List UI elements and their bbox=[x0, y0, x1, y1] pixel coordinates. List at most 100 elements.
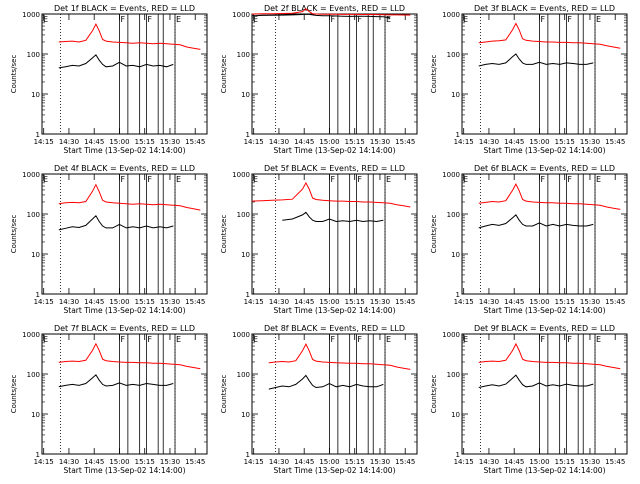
lld-series-line bbox=[58, 183, 201, 211]
y-axis-label: Counts/sec bbox=[10, 55, 18, 94]
marker-label: F bbox=[357, 335, 362, 344]
marker-label: E bbox=[176, 335, 181, 344]
x-tick-label: 15:45 bbox=[395, 458, 415, 466]
x-tick-label: 15:00 bbox=[319, 458, 339, 466]
events-series-line bbox=[478, 374, 594, 388]
events-series-line bbox=[58, 54, 174, 69]
x-tick-label: 14:30 bbox=[59, 458, 79, 466]
y-axis-label: Counts/sec bbox=[430, 215, 438, 254]
marker-label: F bbox=[120, 175, 125, 184]
x-tick-label: 14:15 bbox=[244, 298, 264, 306]
x-axis-label: Start Time (13-Sep-02 14:14:00) bbox=[274, 466, 396, 475]
x-tick-label: 15:00 bbox=[319, 298, 339, 306]
y-tick-label: 1 bbox=[246, 131, 250, 139]
x-tick-label: 14:30 bbox=[479, 298, 499, 306]
y-tick-label: 1000 bbox=[232, 331, 250, 339]
marker-label: E bbox=[386, 335, 391, 344]
x-axis-label: Start Time (13-Sep-02 14:14:00) bbox=[274, 306, 396, 315]
y-axis-label: Counts/sec bbox=[10, 215, 18, 254]
panel-8: Det 8f BLACK = Events, RED = LLD 1 10 100 10… bbox=[220, 324, 418, 475]
y-tick-label: 10 bbox=[241, 251, 250, 259]
y-tick-label: 1 bbox=[456, 131, 460, 139]
x-tick-label: 15:00 bbox=[109, 138, 129, 146]
plot-frame bbox=[41, 13, 208, 135]
marker-label: E bbox=[463, 335, 468, 344]
x-tick-label: 14:45 bbox=[84, 458, 104, 466]
x-tick-label: 15:30 bbox=[370, 138, 390, 146]
x-tick-label: 15:30 bbox=[370, 298, 390, 306]
panel-title: Det 1f BLACK = Events, RED = LLD bbox=[54, 4, 195, 13]
x-tick-label: 15:30 bbox=[160, 138, 180, 146]
marker-label: F bbox=[330, 175, 335, 184]
marker-label: F bbox=[120, 15, 125, 24]
panel-1: Det 1f BLACK = Events, RED = LLD 1 10 100 10… bbox=[10, 4, 208, 155]
x-tick-label: 15:30 bbox=[580, 458, 600, 466]
x-tick-label: 14:15 bbox=[244, 138, 264, 146]
events-series-line bbox=[478, 53, 594, 67]
marker-label: F bbox=[567, 175, 572, 184]
x-tick-label: 14:30 bbox=[269, 458, 289, 466]
lld-series-line bbox=[251, 181, 411, 208]
events-series-line bbox=[478, 214, 594, 229]
x-tick-label: 15:45 bbox=[395, 298, 415, 306]
marker-label: F bbox=[540, 335, 545, 344]
plot-frame bbox=[461, 333, 628, 455]
y-tick-label: 1000 bbox=[22, 11, 40, 19]
plot-frame bbox=[461, 173, 628, 295]
marker-label: F bbox=[567, 335, 572, 344]
marker-label: F bbox=[540, 15, 545, 24]
y-tick-label: 1000 bbox=[442, 331, 460, 339]
panel-title: Det 3f BLACK = Events, RED = LLD bbox=[474, 4, 615, 13]
y-tick-label: 100 bbox=[237, 51, 250, 59]
x-tick-label: 14:30 bbox=[59, 298, 79, 306]
x-tick-label: 14:30 bbox=[479, 458, 499, 466]
panel-title: Det 8f BLACK = Events, RED = LLD bbox=[264, 324, 405, 333]
y-tick-label: 1 bbox=[36, 451, 40, 459]
panel-title: Det 4f BLACK = Events, RED = LLD bbox=[54, 164, 195, 173]
y-tick-label: 10 bbox=[31, 411, 40, 419]
x-tick-label: 15:45 bbox=[185, 298, 205, 306]
marker-label: F bbox=[540, 175, 545, 184]
marker-label: E bbox=[176, 15, 181, 24]
y-tick-label: 100 bbox=[27, 211, 40, 219]
x-axis-label: Start Time (13-Sep-02 14:14:00) bbox=[274, 146, 396, 155]
marker-label: E bbox=[596, 175, 601, 184]
y-tick-label: 1000 bbox=[442, 11, 460, 19]
y-axis-label: Counts/sec bbox=[10, 375, 18, 414]
events-series-line bbox=[251, 13, 391, 19]
x-tick-label: 15:30 bbox=[580, 138, 600, 146]
x-tick-label: 15:15 bbox=[345, 458, 365, 466]
y-tick-label: 10 bbox=[451, 411, 460, 419]
x-tick-label: 14:45 bbox=[504, 458, 524, 466]
marker-label: E bbox=[253, 175, 258, 184]
y-tick-label: 10 bbox=[31, 251, 40, 259]
y-tick-label: 1 bbox=[36, 131, 40, 139]
x-tick-label: 14:45 bbox=[294, 458, 314, 466]
x-tick-label: 15:15 bbox=[345, 298, 365, 306]
y-tick-label: 1 bbox=[246, 291, 250, 299]
x-axis-label: Start Time (13-Sep-02 14:14:00) bbox=[64, 146, 186, 155]
marker-label: E bbox=[596, 15, 601, 24]
plot-frame bbox=[251, 173, 418, 295]
x-axis-label: Start Time (13-Sep-02 14:14:00) bbox=[484, 146, 606, 155]
lld-series-line bbox=[268, 342, 411, 370]
x-tick-label: 15:45 bbox=[185, 458, 205, 466]
x-tick-label: 15:15 bbox=[555, 458, 575, 466]
y-tick-label: 100 bbox=[237, 371, 250, 379]
marker-label: E bbox=[43, 15, 48, 24]
y-axis-label: Counts/sec bbox=[220, 55, 228, 94]
y-tick-label: 100 bbox=[27, 51, 40, 59]
panel-9: Det 9f BLACK = Events, RED = LLD 1 10 100 10… bbox=[430, 324, 628, 475]
x-axis-label: Start Time (13-Sep-02 14:14:00) bbox=[64, 306, 186, 315]
y-tick-label: 1 bbox=[246, 451, 250, 459]
y-tick-label: 10 bbox=[31, 91, 40, 99]
y-axis-label: Counts/sec bbox=[220, 215, 228, 254]
y-tick-label: 1000 bbox=[232, 171, 250, 179]
y-axis-label: Counts/sec bbox=[430, 55, 438, 94]
x-tick-label: 14:15 bbox=[454, 458, 474, 466]
x-tick-label: 14:15 bbox=[34, 458, 54, 466]
y-tick-label: 10 bbox=[241, 411, 250, 419]
y-tick-label: 100 bbox=[27, 371, 40, 379]
y-tick-label: 1 bbox=[36, 291, 40, 299]
